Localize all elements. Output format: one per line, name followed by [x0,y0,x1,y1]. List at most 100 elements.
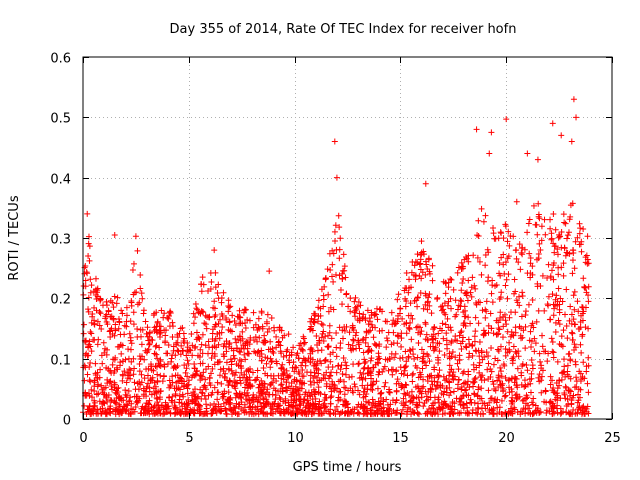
data-point [94,318,101,325]
data-point [231,355,238,362]
data-point [384,401,391,408]
data-point [273,333,280,340]
data-point [250,337,257,344]
data-point [538,389,545,396]
data-point [329,364,336,371]
data-point [218,329,225,336]
data-point [445,378,452,385]
data-point [395,291,402,298]
data-point [239,320,246,327]
data-point [142,347,149,354]
data-point [507,408,514,415]
data-point [492,396,499,403]
data-point [485,375,492,382]
data-point [387,401,394,408]
data-point [373,378,380,385]
data-point [459,265,466,272]
data-point [351,406,358,413]
data-point [119,406,126,413]
x-tick-label: 20 [498,431,515,446]
data-point [298,362,305,369]
data-point [94,341,101,348]
data-point [342,274,349,281]
data-point [335,212,342,219]
data-point [198,281,205,288]
data-point [435,373,442,380]
data-point [331,138,338,145]
data-point [457,303,464,310]
data-point [552,243,559,250]
data-point [519,251,526,258]
data-point [198,341,205,348]
data-point [502,346,509,353]
data-point [530,395,537,402]
data-point [206,313,213,320]
data-point [488,325,495,332]
data-point [321,357,328,364]
data-point [169,379,176,386]
data-point [198,389,205,396]
data-point [382,318,389,325]
data-point [584,233,591,240]
data-point [327,406,334,413]
data-point [527,274,534,281]
data-point [103,394,110,401]
data-point [512,324,519,331]
data-point [527,409,534,416]
data-point [380,404,387,411]
data-point [384,337,391,344]
data-point [442,279,449,286]
data-point [296,391,303,398]
data-point [474,254,481,261]
data-point [339,370,346,377]
data-point [539,343,546,350]
data-point [282,397,289,404]
data-point [154,377,161,384]
data-point [275,372,282,379]
data-point [458,259,465,266]
data-point [358,374,365,381]
data-point [523,395,530,402]
data-point [301,396,308,403]
data-point [205,314,212,321]
data-point [137,355,144,362]
data-point [103,351,110,358]
data-point [249,369,256,376]
data-point [238,345,245,352]
data-point [352,332,359,339]
data-point [568,320,575,327]
data-point [207,370,214,377]
data-point [576,325,583,332]
data-point [407,398,414,405]
data-point [329,247,336,254]
data-point [268,358,275,365]
data-point [356,360,363,367]
data-point [94,374,101,381]
data-point [111,332,118,339]
data-point [575,397,582,404]
data-point [169,352,176,359]
data-point [381,363,388,370]
data-point [148,406,155,413]
data-point [317,305,324,312]
data-point [143,383,150,390]
data-point [522,406,529,413]
data-point [343,323,350,330]
data-point [320,292,327,299]
data-point [211,298,218,305]
data-point [225,382,232,389]
data-point [549,377,556,384]
data-point [570,407,577,414]
data-point [250,391,257,398]
data-point [547,398,554,405]
data-point [537,408,544,415]
data-point [191,400,198,407]
data-point [450,286,457,293]
data-point [178,342,185,349]
data-point [394,296,401,303]
data-point [452,354,459,361]
data-point [403,269,410,276]
data-point [420,383,427,390]
data-point [539,272,546,279]
data-point [562,383,569,390]
